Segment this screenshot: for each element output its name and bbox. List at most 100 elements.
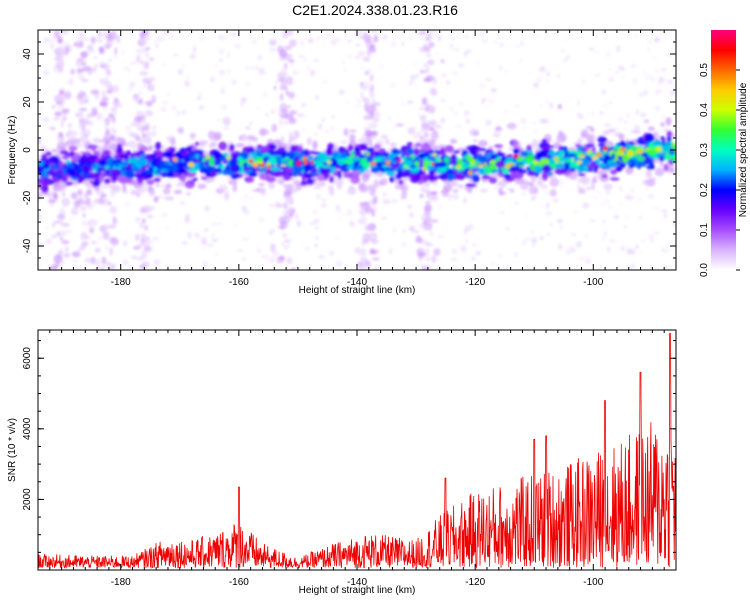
spectrogram-cell [301, 102, 306, 108]
spectrogram-cell [424, 248, 430, 253]
spectrogram-cell [377, 149, 385, 154]
spectrogram-cell [440, 117, 446, 124]
spectrogram-cell [661, 209, 668, 213]
spectrogram-cell [65, 181, 74, 186]
spectrogram-cell [591, 155, 599, 160]
spectrogram-cell [67, 129, 74, 137]
spectrogram-cell [564, 162, 570, 171]
spectrogram-cell [652, 56, 657, 60]
spectrogram-cell [389, 142, 397, 148]
spectrogram-cell [359, 248, 367, 257]
spectrogram-cell [140, 60, 144, 64]
spectrogram-cell [59, 230, 67, 237]
spectrogram-cell [643, 89, 648, 97]
spectrogram-cell [549, 102, 554, 109]
spectrogram-cell [611, 153, 616, 161]
spectrogram-cell [285, 31, 294, 37]
spectrogram-cell [151, 94, 157, 103]
spectrogram-cell [87, 44, 94, 51]
snr-x-tick-label: -160 [229, 577, 249, 588]
spectrogram-cell [200, 140, 209, 145]
spectrogram-cell [472, 131, 480, 136]
spectrogram-cell [557, 218, 563, 224]
spectrogram-cell [123, 66, 130, 71]
spectrogram-cell [147, 84, 155, 92]
spectrogram-cell [315, 94, 319, 101]
spectrogram-cell [104, 120, 109, 129]
spectrogram-cell [231, 32, 238, 37]
spectrogram-cell [287, 217, 291, 223]
spectrogram-cell [468, 223, 474, 230]
spectrogram-cell [70, 207, 79, 216]
spectrogram-cell [98, 159, 107, 167]
spectrogram-cell [482, 38, 488, 43]
spectrogram-cell [440, 98, 446, 103]
spectrogram-cell [370, 108, 374, 116]
spectrogram-cell [422, 173, 429, 182]
spectrogram-cell [424, 221, 433, 231]
spectrogram-cell [410, 74, 415, 82]
spectrogram-cell [530, 195, 537, 201]
spectrogram-cell [144, 101, 149, 105]
spectrogram-cell [433, 248, 441, 256]
spectrogram-cell [142, 218, 146, 224]
spectrogram-cell [162, 100, 169, 106]
spectrogram-cell [199, 105, 204, 110]
spectrogram-cell [269, 39, 277, 46]
spectrogram-cell [525, 154, 535, 162]
spectrogram-cell [301, 174, 306, 184]
spectrogram-cell [392, 127, 395, 130]
spectrogram-cell [343, 128, 349, 137]
spectrogram-cell [272, 139, 283, 148]
spectrogram-cell [464, 34, 469, 40]
spectrogram-cell [136, 158, 143, 165]
spectrogram-cell [279, 255, 285, 261]
spectrogram-cell [63, 253, 71, 258]
spectrogram-cell [640, 240, 646, 243]
spectrogram-cell [139, 207, 147, 213]
snr-y-tick-label: 2000 [22, 488, 33, 511]
spectrogram-cell [546, 191, 551, 196]
spectrogram-cell [357, 219, 362, 224]
spectrogram-cell [307, 65, 310, 72]
spectrogram-cell [610, 173, 617, 179]
spectrogram-cell [359, 143, 368, 151]
spectrogram-cell [89, 226, 95, 234]
spectrogram-cell [186, 153, 192, 157]
spectrogram-cell [82, 213, 86, 218]
spectrogram-cell [51, 126, 56, 131]
spectrogram-cell [185, 74, 190, 79]
spectrogram-cell [218, 141, 228, 151]
spectrogram-cell [654, 167, 665, 177]
spectrogram-cell [382, 199, 391, 205]
spectrogram-cell [645, 169, 652, 178]
spectrogram-cell [602, 146, 609, 151]
spectrogram-cell [61, 108, 68, 115]
spectrogram-cell [90, 66, 97, 73]
spectrogram-cell [450, 139, 458, 144]
spectrogram-cell [362, 232, 372, 242]
spectrogram-cell [514, 252, 518, 258]
spectrogram-cell [423, 131, 429, 140]
spectrogram-cell [292, 70, 299, 76]
spectrogram-cell [81, 123, 86, 132]
spectrogram-cell [552, 198, 560, 203]
spectrogram-cell [123, 166, 133, 171]
spectrogram-cell [228, 179, 238, 185]
spectrogram-cell [108, 137, 118, 142]
spectrogram-cell [613, 215, 620, 220]
spectrogram-cell [631, 187, 634, 194]
spectrogram-cell [303, 160, 308, 165]
spectrogram-cell [335, 37, 342, 42]
spectrogram-cell [597, 169, 607, 176]
spectrogram-cell [331, 126, 334, 131]
spectrogram-cell [167, 93, 170, 97]
spectrogram-cell [188, 232, 192, 239]
spectrogram-cell [38, 105, 43, 112]
spectrogram-cell [172, 173, 182, 178]
spectrogram-cell [64, 246, 70, 253]
spectrogram-cell [433, 77, 437, 85]
spectrogram-cell [545, 210, 553, 217]
spectrogram-cell [463, 52, 468, 57]
spectrogram-cell [315, 193, 322, 200]
